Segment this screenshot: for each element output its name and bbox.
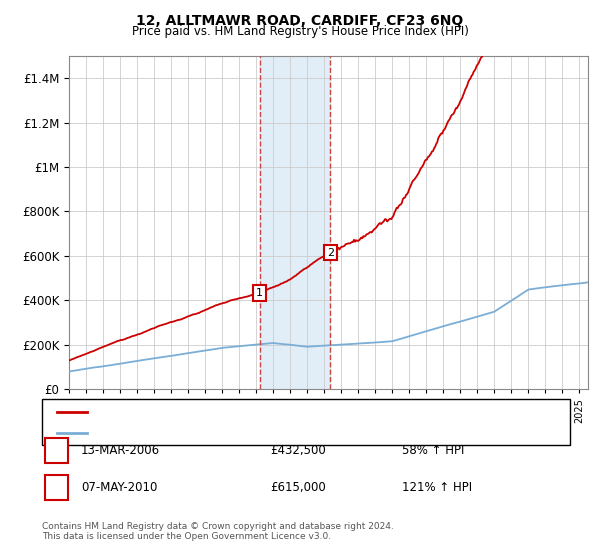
- Bar: [260, 56, 330, 389]
- Text: £432,500: £432,500: [270, 444, 326, 458]
- Text: 12, ALLTMAWR ROAD, CARDIFF, CF23 6NQ: 12, ALLTMAWR ROAD, CARDIFF, CF23 6NQ: [136, 14, 464, 28]
- Text: £615,000: £615,000: [270, 480, 326, 494]
- Text: 58% ↑ HPI: 58% ↑ HPI: [402, 444, 464, 458]
- Text: Contains HM Land Registry data © Crown copyright and database right 2024.
This d: Contains HM Land Registry data © Crown c…: [42, 522, 394, 542]
- Text: 2: 2: [326, 248, 334, 258]
- Text: HPI: Average price, detached house, Cardiff: HPI: Average price, detached house, Card…: [93, 428, 332, 438]
- Text: 12, ALLTMAWR ROAD, CARDIFF, CF23 6NQ (detached house): 12, ALLTMAWR ROAD, CARDIFF, CF23 6NQ (de…: [93, 407, 424, 417]
- Text: 1: 1: [256, 288, 263, 298]
- Text: 1: 1: [53, 444, 60, 458]
- Text: 07-MAY-2010: 07-MAY-2010: [81, 480, 157, 494]
- Text: 121% ↑ HPI: 121% ↑ HPI: [402, 480, 472, 494]
- Text: Price paid vs. HM Land Registry's House Price Index (HPI): Price paid vs. HM Land Registry's House …: [131, 25, 469, 38]
- Text: 2: 2: [53, 480, 60, 494]
- Text: 13-MAR-2006: 13-MAR-2006: [81, 444, 160, 458]
